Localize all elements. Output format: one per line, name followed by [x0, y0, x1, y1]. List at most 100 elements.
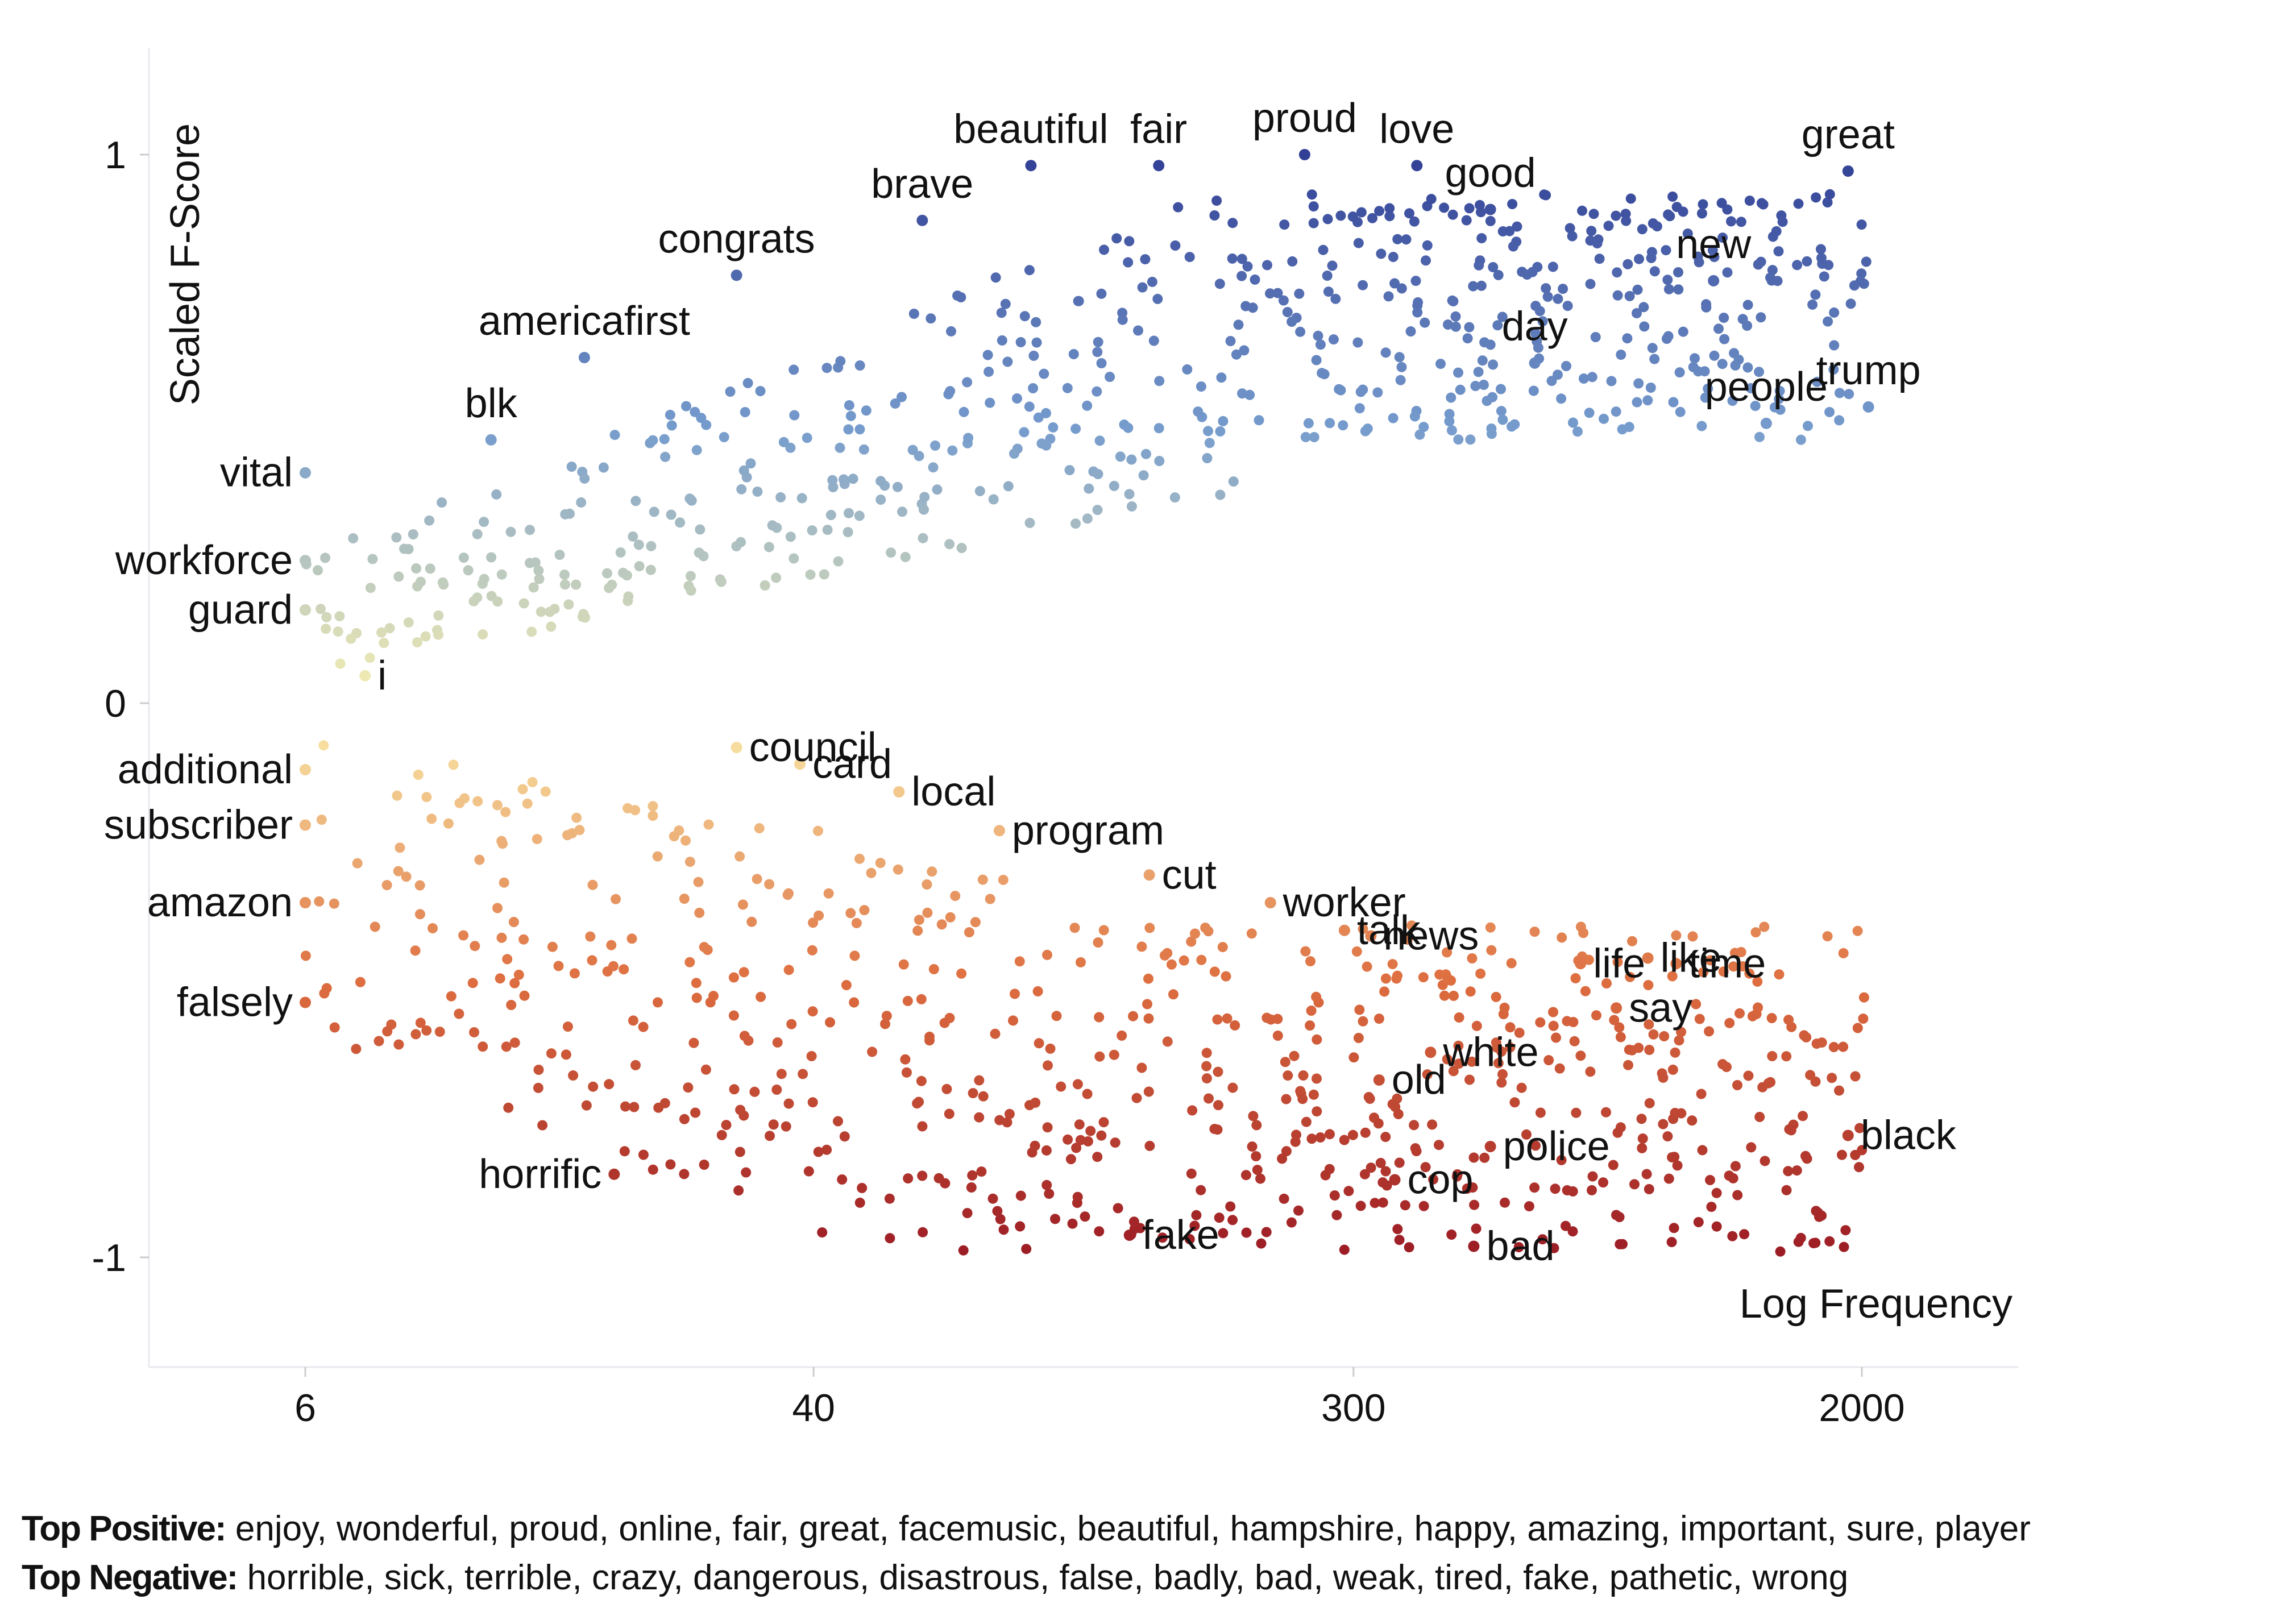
term-point	[1042, 1122, 1053, 1133]
term-point	[1246, 928, 1257, 939]
axes	[148, 48, 2018, 1368]
term-point	[497, 838, 508, 849]
term-point	[1637, 1133, 1648, 1144]
term-point	[1070, 518, 1081, 529]
term-label-horrific: horrific	[479, 1152, 601, 1197]
term-point	[410, 945, 421, 956]
term-point	[1373, 1118, 1384, 1129]
term-point	[379, 638, 389, 649]
term-point	[1318, 244, 1329, 255]
term-point	[1169, 492, 1180, 503]
x-tick-label: 6	[294, 1386, 316, 1430]
term-point	[1170, 240, 1181, 251]
term-point	[505, 526, 516, 537]
term-point	[609, 430, 620, 441]
term-point	[956, 543, 967, 553]
term-point	[1703, 383, 1713, 394]
term-label-additional: additional	[118, 747, 293, 792]
term-point	[1585, 279, 1596, 289]
term-point	[1335, 210, 1346, 221]
term-point	[495, 973, 505, 984]
term-point	[1644, 1019, 1654, 1030]
term-point	[1742, 321, 1753, 331]
term-point	[1289, 1050, 1300, 1061]
term-point	[1824, 189, 1835, 200]
term-point	[1422, 1069, 1433, 1080]
term-point	[1651, 221, 1662, 232]
term-point	[1313, 330, 1323, 341]
term-point	[433, 629, 443, 640]
term-point	[1781, 1185, 1792, 1195]
term-point	[1828, 1042, 1839, 1052]
term-label-news: news	[1383, 913, 1479, 959]
term-point	[581, 1100, 592, 1111]
term-point	[976, 1166, 987, 1177]
term-point	[1500, 1197, 1510, 1208]
term-point	[1663, 1173, 1674, 1184]
term-point	[1508, 241, 1518, 252]
term-point	[1727, 396, 1738, 406]
term-point	[806, 1051, 817, 1061]
term-point	[1557, 932, 1567, 943]
term-point	[746, 916, 757, 927]
top-positive-terms: enjoy, wonderful, proud, online, fair, g…	[235, 1509, 2031, 1548]
term-point	[1293, 1205, 1304, 1216]
term-point	[1360, 1127, 1371, 1138]
top-positive-line: Top Positive: enjoy, wonderful, proud, o…	[22, 1505, 2031, 1553]
term-point	[1578, 373, 1589, 384]
term-point	[492, 596, 503, 607]
term-point	[1587, 372, 1597, 383]
term-point	[1773, 246, 1784, 257]
term-point	[1824, 1236, 1835, 1247]
term-point	[1464, 1074, 1475, 1085]
term-point	[1634, 254, 1644, 264]
term-point	[1409, 1120, 1420, 1131]
term-point	[478, 1041, 488, 1052]
term-label-black: black	[1861, 1113, 1957, 1158]
term-point	[1838, 1041, 1849, 1052]
term-point	[1241, 1227, 1252, 1238]
term-point	[1829, 307, 1840, 318]
term-point	[1767, 1051, 1778, 1061]
term-point	[1562, 1185, 1572, 1195]
term-point	[1418, 972, 1429, 983]
term-point	[1184, 1234, 1195, 1244]
term-point	[316, 815, 327, 825]
term-point	[1265, 288, 1275, 299]
term-point	[839, 1131, 850, 1142]
term-point	[1486, 945, 1497, 956]
term-point	[479, 574, 489, 584]
term-point	[1453, 1040, 1464, 1051]
term-point	[1786, 1125, 1796, 1136]
term-point	[1051, 1011, 1062, 1021]
term-point	[1227, 253, 1238, 264]
term-point	[1147, 276, 1157, 287]
term-point-i	[359, 670, 371, 682]
term-point	[1364, 1094, 1375, 1104]
term-point	[563, 599, 574, 610]
term-point	[1124, 489, 1135, 500]
term-point	[1759, 921, 1770, 932]
term-point	[649, 506, 659, 517]
term-point	[1080, 1211, 1090, 1222]
term-point	[985, 397, 995, 408]
term-point	[1752, 976, 1763, 987]
term-point	[1747, 1011, 1758, 1021]
term-point	[604, 1079, 615, 1090]
term-point	[534, 574, 545, 584]
term-point	[1479, 1152, 1490, 1163]
term-point	[1240, 1170, 1251, 1181]
term-point	[1392, 970, 1402, 981]
term-point	[1816, 244, 1826, 255]
term-point	[1347, 1129, 1358, 1140]
term-point	[1348, 1052, 1359, 1063]
term-point	[585, 931, 596, 942]
term-label-old: old	[1392, 1057, 1446, 1103]
term-point	[1646, 252, 1657, 263]
term-point	[679, 894, 690, 904]
term-point	[533, 1082, 543, 1093]
term-point	[1329, 1190, 1340, 1201]
term-point	[1041, 1179, 1052, 1190]
term-point	[1803, 421, 1813, 431]
term-point	[630, 496, 641, 506]
